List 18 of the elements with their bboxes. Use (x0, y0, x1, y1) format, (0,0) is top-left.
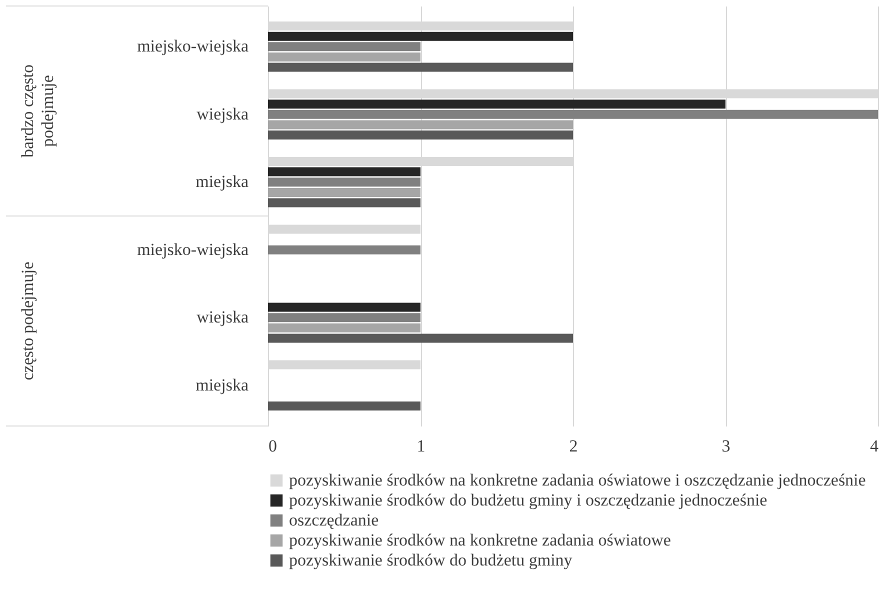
x-tick-label: 1 (416, 436, 426, 456)
text: bardzo często podejmuje (18, 64, 57, 158)
x-tick-label: 4 (870, 436, 879, 456)
legend-label: pozyskiwanie środków do budżetu gminy i oszczędzanie jednocześnie (289, 490, 768, 510)
legend-label: pozyskiwanie środków na konkretne zadania oświatowe (289, 530, 671, 550)
legend-label: pozyskiwanie środków do budżetu gminy (289, 550, 573, 570)
x-tick-label: 3 (722, 436, 730, 456)
y-tick-label: miejska (196, 172, 249, 192)
x-tick-label: 2 (569, 436, 578, 456)
y-tick-label: miejsko-wiejska (137, 36, 249, 56)
y-tick-label: miejska (196, 375, 249, 394)
legend-label: pozyskiwanie środków na konkretne zadania oświatowe i oszczędzanie jednocześnie (289, 470, 866, 490)
x-tick-label: 0 (268, 436, 277, 456)
y-tick-label: wiejska (196, 308, 249, 327)
y-tick-label: wiejska (196, 104, 249, 124)
y-tick-label: miejsko-wiejska (137, 240, 249, 259)
legend-label: oszczędzanie (289, 510, 379, 530)
text: często podejmuje (18, 262, 37, 380)
